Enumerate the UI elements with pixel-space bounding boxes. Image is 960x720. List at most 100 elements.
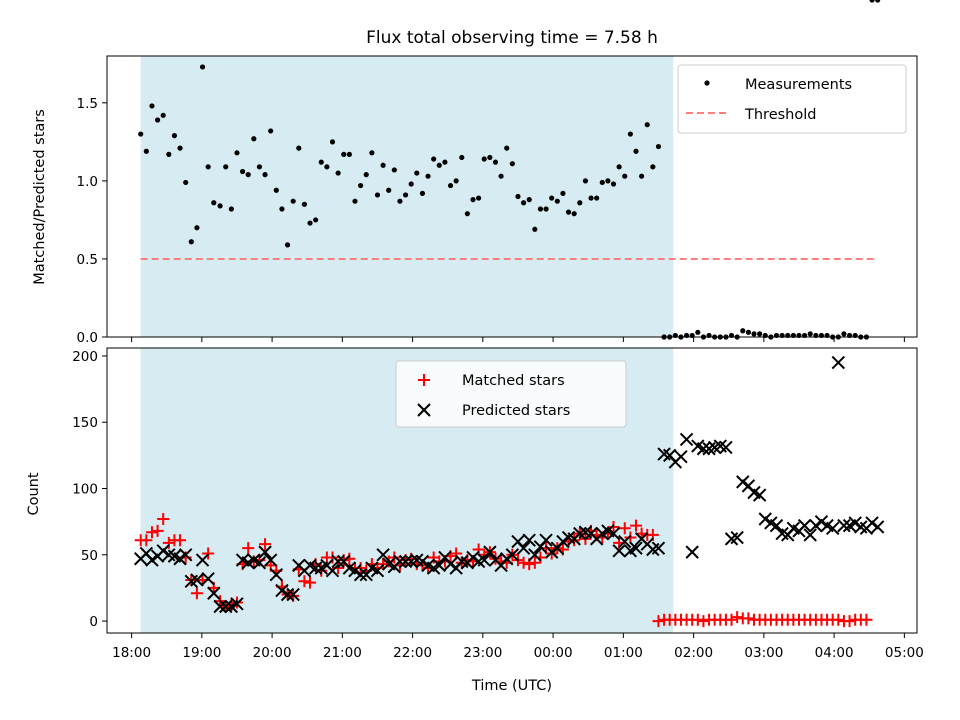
measurement-point	[655, 143, 662, 150]
measurement-point	[369, 150, 375, 156]
matched-star-point	[450, 547, 463, 560]
measurement-point	[239, 168, 246, 175]
measurement-point	[644, 122, 650, 128]
measurement-point	[234, 150, 240, 156]
predicted-star-point	[230, 597, 244, 611]
predicted-star-point	[252, 556, 267, 570]
count-points	[135, 357, 885, 628]
predicted-star-point	[736, 475, 750, 489]
measurement-point	[217, 203, 223, 209]
measurement-point	[363, 172, 369, 178]
measurement-point	[154, 117, 161, 123]
measurement-point	[188, 239, 194, 245]
matched-star-point	[528, 556, 541, 569]
predicted-star-point	[505, 548, 520, 562]
measurement-point	[520, 200, 527, 206]
measurement-point	[582, 178, 589, 184]
measurement-point	[431, 156, 437, 162]
matched-star-point	[652, 615, 665, 628]
measurement-point	[481, 156, 487, 162]
y-tick-label: 200	[72, 349, 98, 365]
predicted-star-point	[258, 545, 272, 559]
predicted-star-point	[466, 550, 480, 565]
measurement-point	[543, 206, 549, 212]
ratio-x-ticks	[131, 337, 905, 342]
x-axis-label: Time (UTC)	[471, 678, 552, 694]
measurement-point	[268, 128, 274, 134]
matched-star-point	[629, 519, 642, 532]
measurement-point	[171, 133, 178, 139]
predicted-star-point	[528, 548, 542, 562]
matched-star-point	[202, 547, 215, 560]
predicted-star-point	[674, 449, 688, 464]
predicted-star-point	[432, 558, 446, 573]
predicted-star-point	[353, 567, 368, 582]
measurement-point	[228, 206, 234, 212]
measurement-point	[251, 136, 257, 142]
measurement-point	[740, 328, 746, 334]
x-tick-label: 01:00	[604, 645, 643, 661]
measurement-point	[391, 167, 397, 173]
predicted-star-point	[269, 567, 284, 582]
measurement-point	[650, 164, 656, 170]
chart-title: Flux total observing time = 7.58 h	[366, 28, 658, 48]
predicted-star-point	[719, 440, 733, 455]
measurement-point	[223, 164, 229, 170]
measurement-point	[290, 198, 296, 204]
predicted-star-point	[618, 534, 632, 549]
predicted-star-point	[398, 554, 413, 569]
measurement-point	[537, 206, 544, 212]
ratio-panel-frame	[106, 55, 918, 338]
ratio-legend-box	[677, 64, 907, 134]
matched-star-point	[517, 556, 530, 569]
matched-star-point	[326, 551, 339, 564]
y-tick-label: 1.5	[77, 96, 98, 112]
legend-measurements-marker	[704, 80, 710, 86]
predicted-star-point	[263, 553, 278, 567]
predicted-star-point	[348, 563, 362, 578]
measurement-point	[695, 329, 701, 335]
matched-star-point	[725, 613, 738, 626]
measurement-point	[425, 173, 431, 179]
predicted-star-point	[443, 557, 458, 571]
matched-star-point	[697, 615, 710, 628]
matched-star-point	[304, 576, 317, 589]
matched-star-point	[151, 524, 164, 537]
predicted-star-point	[870, 520, 885, 534]
measurement-point	[599, 179, 605, 186]
predicted-star-point	[837, 518, 851, 533]
predicted-star-point	[758, 512, 772, 526]
predicted-star-point	[685, 545, 699, 559]
predicted-star-point	[544, 545, 559, 559]
matched-star-point	[298, 575, 311, 588]
measurement-point	[143, 148, 149, 154]
predicted-star-point	[651, 541, 666, 555]
ratio-legend: Measurements Threshold	[677, 64, 907, 134]
predicted-star-point	[280, 587, 295, 602]
predicted-star-point	[308, 561, 323, 575]
measurement-point	[313, 217, 319, 223]
measurement-point	[386, 187, 392, 193]
matched-star-point	[618, 522, 631, 535]
measurement-point	[397, 198, 403, 204]
predicted-star-point	[556, 534, 570, 549]
measurement-point	[341, 151, 347, 157]
measurement-point	[565, 209, 572, 215]
measurement-point	[183, 179, 189, 186]
predicted-star-point	[173, 552, 187, 566]
legend-predicted-label: Predicted stars	[462, 403, 570, 419]
predicted-star-point	[275, 583, 289, 598]
measurement-point	[526, 197, 532, 203]
x-tick-label: 20:00	[253, 645, 292, 661]
legend-threshold-label: Threshold	[744, 107, 816, 123]
predicted-star-point	[213, 599, 227, 614]
measurement-point	[492, 159, 499, 165]
matched-star-point	[174, 534, 187, 547]
predicted-star-point	[539, 533, 553, 547]
measurement-point	[245, 172, 251, 178]
predicted-star-point	[848, 516, 862, 530]
count-y-ticks: 0 50 100 150 200	[72, 349, 107, 630]
measurement-point	[374, 192, 381, 198]
y-tick-label: 0.0	[77, 330, 98, 346]
